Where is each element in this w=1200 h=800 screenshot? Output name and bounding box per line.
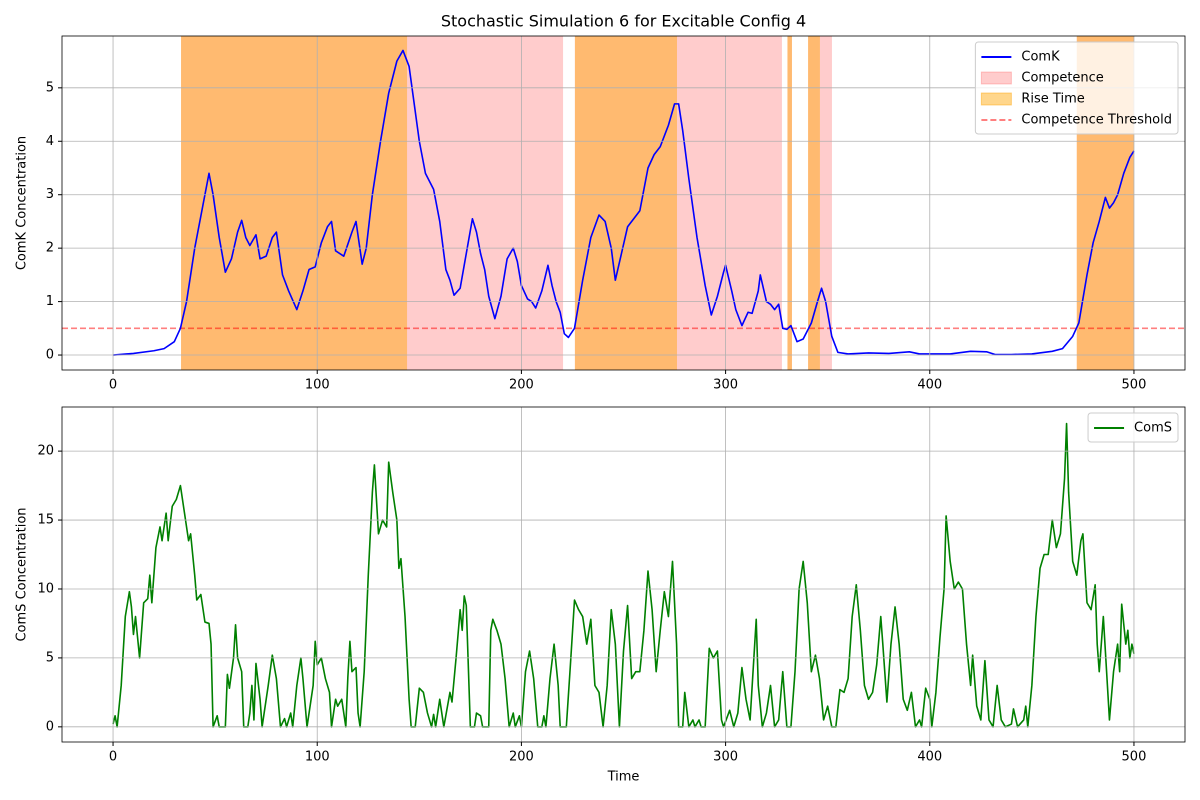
x-tick-label: 100 [305,378,330,393]
legend-swatch [980,92,1012,106]
legend-label: ComS [1134,421,1172,436]
y-tick-label: 5 [46,80,54,95]
region-span [808,36,832,370]
x-tick-label: 400 [917,378,942,393]
chart-title: Stochastic Simulation 6 for Excitable Co… [441,12,806,31]
plot-area [112,422,1135,728]
x-tick-label: 300 [713,750,738,765]
series-line [112,49,1135,356]
y-tick-label: 2 [46,241,54,256]
y-tick-label: 5 [46,650,54,665]
legend-box [974,41,1179,135]
region-span [181,36,408,370]
y-tick-label: 10 [37,581,54,596]
axes-frame [61,406,1186,743]
x-tick-label: 100 [305,750,330,765]
y-tick-label: 20 [37,444,54,459]
y-tick-label: 0 [46,348,54,363]
x-tick-label: 300 [713,378,738,393]
legend-box [1087,412,1179,443]
region-span [574,36,677,370]
x-tick-label: 200 [509,378,534,393]
legend-label: ComK [1021,50,1060,65]
y-tick-label: 15 [37,513,54,528]
y-tick-label: 1 [46,294,54,309]
x-axis-label: Time [607,770,640,785]
y-axis-label: ComK Concentration [15,136,30,270]
y-axis-label: ComS Concentration [15,507,30,641]
region-span [787,36,792,370]
region-span [808,36,820,370]
x-tick-label: 500 [1122,750,1147,765]
legend-label: Competence [1021,71,1103,86]
legend-swatch [980,71,1012,85]
y-tick-label: 4 [46,134,54,149]
legend-label: Competence Threshold [1021,113,1172,128]
x-tick-label: 0 [109,378,117,393]
x-tick-label: 500 [1122,378,1147,393]
legend: ComS [1087,412,1179,443]
region-span [787,36,792,370]
axes-frame [61,35,1186,371]
legend: ComK Competence Rise Time Competence Thresh… [974,41,1179,135]
x-tick-label: 0 [109,750,117,765]
axes: 0 100 200 300 400 500 0 1 2 3 4 5 Stochastic Simulat… [15,12,1186,393]
series-line [112,422,1135,728]
legend-label: Rise Time [1021,92,1084,107]
x-tick-label: 400 [917,750,942,765]
y-tick-label: 3 [46,187,54,202]
y-tick-label: 0 [46,719,54,734]
x-tick-label: 200 [509,750,534,765]
axes: 0 100 200 300 400 500 0 5 10 15 20 ComS Concentrati… [15,406,1186,785]
